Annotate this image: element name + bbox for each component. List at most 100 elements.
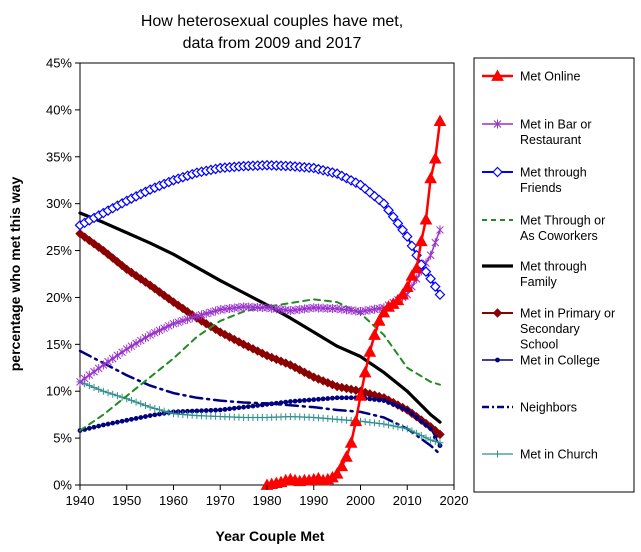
x-tick-label: 1960 <box>159 493 188 508</box>
data-point <box>400 405 405 411</box>
data-point <box>434 289 446 300</box>
data-point <box>399 424 407 432</box>
data-point <box>361 306 370 316</box>
data-point <box>345 175 357 186</box>
data-point <box>316 396 321 402</box>
series-line <box>79 232 441 436</box>
data-point <box>110 420 116 426</box>
data-point <box>173 300 183 311</box>
data-point <box>435 429 445 440</box>
data-point <box>344 436 358 448</box>
axis-ticks: 0% 5% 10% 15% 20% 25% 30% 35% 40% 45% 1940 1950 1960… <box>46 56 468 509</box>
data-point <box>433 114 447 127</box>
series-met-in-bar-or-restaurant <box>76 225 444 387</box>
series-line <box>79 298 441 432</box>
legend-marker <box>491 69 504 81</box>
data-point <box>129 416 134 422</box>
data-point <box>147 413 153 419</box>
data-point <box>76 377 84 387</box>
legend-label: Neighbors <box>520 401 577 415</box>
data-point <box>155 325 164 335</box>
data-point <box>377 305 391 318</box>
data-point <box>375 419 383 427</box>
data-point <box>132 398 140 406</box>
series-met-online <box>260 114 447 490</box>
data-point <box>425 273 436 285</box>
data-point <box>231 405 237 411</box>
data-point <box>224 332 235 342</box>
data-point <box>429 281 441 293</box>
data-point <box>264 401 270 407</box>
data-point <box>413 429 421 437</box>
data-point <box>185 408 190 414</box>
data-point <box>140 277 151 287</box>
data-point <box>392 218 404 229</box>
legend-label: Met in Church <box>520 448 598 462</box>
data-point <box>194 408 200 414</box>
y-tick-label: 0% <box>53 478 72 493</box>
data-point <box>370 304 379 314</box>
data-point <box>409 411 415 417</box>
data-point <box>365 305 374 315</box>
data-point <box>271 354 282 365</box>
x-axis-title: Year Couple Met <box>216 528 325 544</box>
data-point <box>157 411 162 417</box>
data-point <box>331 168 343 180</box>
data-point <box>327 379 338 390</box>
data-point <box>423 422 429 428</box>
legend-label: Family <box>520 275 558 289</box>
data-point <box>95 385 103 393</box>
data-point <box>354 389 367 401</box>
data-point <box>104 389 112 397</box>
x-tick-label: 2010 <box>393 493 422 508</box>
data-point <box>410 261 423 274</box>
data-point <box>414 415 419 420</box>
data-point <box>280 358 291 368</box>
legend-marker <box>494 450 501 458</box>
data-point <box>104 357 112 367</box>
data-point <box>372 314 386 326</box>
data-point <box>113 392 121 400</box>
data-point <box>80 373 89 383</box>
y-tick-label: 40% <box>46 102 72 117</box>
data-point <box>160 407 168 415</box>
data-point <box>389 422 397 430</box>
data-point <box>366 418 374 426</box>
data-point <box>250 403 256 409</box>
legend-item-met-in-church: Met in Church <box>482 448 598 462</box>
y-tick-label: 20% <box>46 290 72 305</box>
series-met-in-college <box>77 395 443 449</box>
series-met-in-primary-or-secondary-school <box>75 228 445 440</box>
data-point <box>85 370 94 380</box>
data-point <box>124 417 130 423</box>
data-point <box>431 437 439 445</box>
y-axis-title: percentage who met this way <box>7 177 23 372</box>
data-point <box>422 434 430 442</box>
data-point <box>419 213 433 225</box>
data-point <box>100 422 106 428</box>
data-point <box>387 211 399 223</box>
data-point <box>427 436 435 444</box>
data-point <box>152 412 158 418</box>
data-point <box>84 235 95 246</box>
data-point <box>160 323 169 333</box>
data-point <box>141 333 150 343</box>
data-point <box>358 365 372 378</box>
data-point <box>431 238 440 248</box>
data-point <box>211 306 220 316</box>
data-point <box>373 194 385 206</box>
x-tick-label: 1980 <box>253 493 282 508</box>
data-point <box>309 372 319 382</box>
data-point <box>188 313 197 323</box>
data-point <box>424 171 437 184</box>
data-point <box>127 341 136 351</box>
x-tick-label: 2020 <box>440 493 469 508</box>
data-point <box>311 397 317 403</box>
data-point <box>202 309 211 319</box>
data-point <box>404 407 410 413</box>
data-point <box>367 396 373 402</box>
